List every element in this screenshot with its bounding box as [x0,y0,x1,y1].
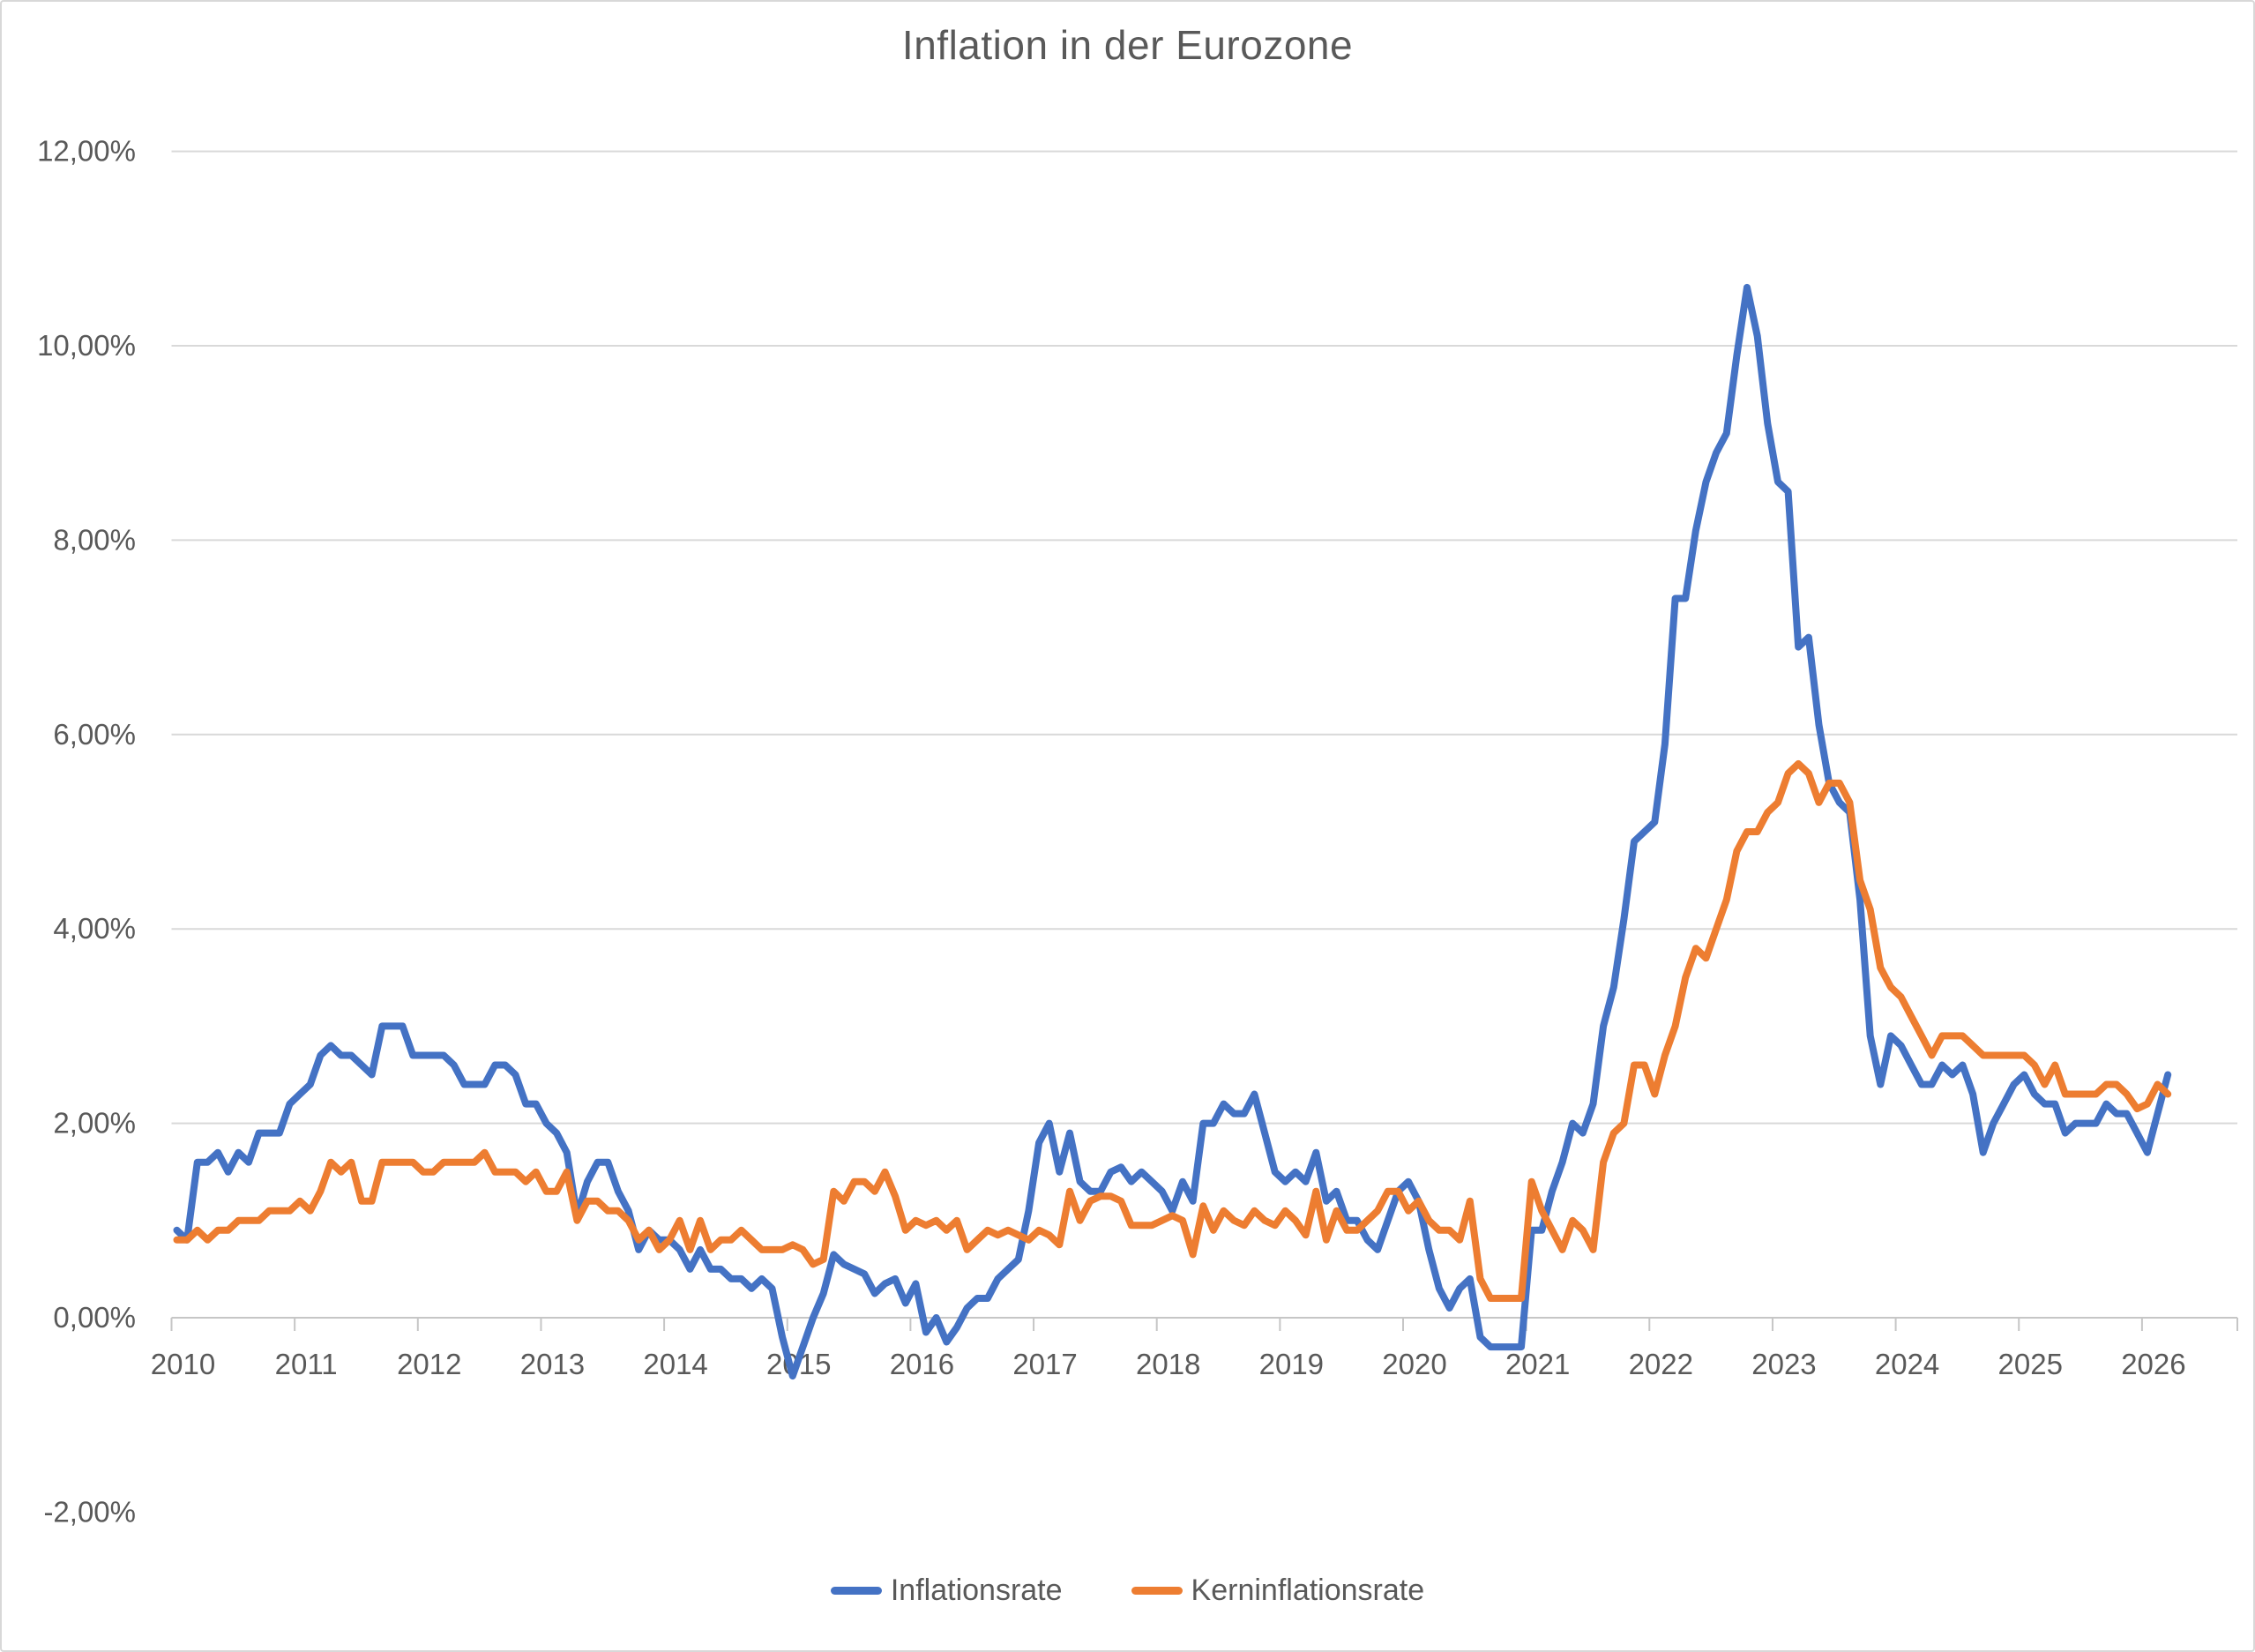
y-axis-tick-label: 6,00% [53,718,136,751]
x-axis-tick-label: 2017 [1012,1348,1077,1380]
series-line-kerninflationsrate[interactable] [173,759,2172,1302]
x-axis-tick-label: 2020 [1382,1348,1446,1380]
x-axis-tick-label: 2022 [1629,1348,1693,1380]
legend-swatch-kerninflationsrate-icon [1131,1587,1183,1595]
x-axis-tick-label: 2021 [1505,1348,1570,1380]
x-axis-tick-label: 2018 [1136,1348,1200,1380]
legend-label-kerninflationsrate: Kerninflationsrate [1191,1574,1425,1607]
y-axis-tick-label: 10,00% [37,329,136,362]
y-axis-tick-label: 8,00% [53,523,136,556]
y-axis-tick-label: 2,00% [53,1107,136,1140]
legend-label-inflationsrate: Inflationsrate [890,1574,1063,1607]
x-axis-tick-label: 2012 [397,1348,461,1380]
x-axis-tick-label: 2013 [520,1348,585,1380]
chart-title: Inflation in der Eurozone [901,22,1354,68]
y-axis-tick-label: 4,00% [53,912,136,945]
x-axis-tick-label: 2010 [151,1348,215,1380]
legend-item-inflationsrate[interactable]: Inflationsrate [830,1574,1063,1608]
x-axis-tick-label: 2023 [1751,1348,1816,1380]
legend-item-kerninflationsrate[interactable]: Kerninflationsrate [1131,1574,1425,1608]
x-axis-tick-label: 2024 [1875,1348,1939,1380]
x-axis-tick-label: 2011 [275,1348,338,1380]
y-axis-tick-label: -2,00% [43,1495,136,1528]
y-axis-tick-label: 0,00% [53,1301,136,1334]
y-axis-tick-label: 12,00% [37,135,136,168]
series-line-inflationsrate[interactable] [173,283,2172,1380]
legend-swatch-inflationsrate-icon [830,1587,882,1595]
legend: Inflationsrate Kerninflationsrate [2,1574,2253,1608]
x-axis-tick-label: 2016 [890,1348,954,1380]
x-axis-tick-label: 2019 [1259,1348,1324,1380]
x-axis-tick-label: 2025 [1998,1348,2063,1380]
x-axis-tick-label: 2014 [643,1348,707,1380]
x-axis-tick-label: 2026 [2121,1348,2185,1380]
